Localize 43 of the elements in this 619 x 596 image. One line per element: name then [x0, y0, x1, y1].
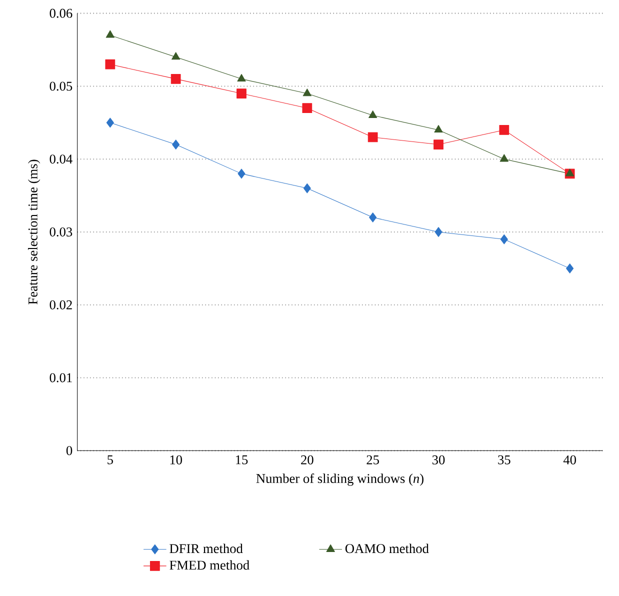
- point: [500, 154, 508, 162]
- point: [434, 227, 442, 237]
- y-tick-label: 0: [66, 446, 72, 456]
- x-axis-title: Number of sliding windows (n): [256, 474, 424, 486]
- point: [302, 103, 312, 114]
- point: [566, 168, 574, 176]
- point: [172, 52, 180, 60]
- point: [369, 212, 377, 222]
- y-axis-title: Feature selection time (ms): [28, 160, 40, 304]
- point: [566, 264, 574, 274]
- y-tick-label: 0.06: [50, 8, 72, 18]
- x-tick-label: 40: [563, 455, 576, 464]
- point: [368, 110, 378, 118]
- x-tick-label: 25: [366, 455, 379, 464]
- x-tick-label: 15: [236, 455, 248, 464]
- x-tick-label: 30: [432, 455, 445, 464]
- point: [236, 88, 246, 98]
- y-tick-label: 0.05: [50, 82, 72, 91]
- point: [368, 132, 378, 142]
- point: [238, 168, 246, 179]
- x-tick-label: 5: [108, 455, 113, 464]
- legend-label: DFIR method: [170, 544, 243, 554]
- y-tick-label: 0.04: [50, 154, 72, 164]
- y-tick-label: 0.01: [50, 373, 72, 382]
- point: [500, 234, 508, 244]
- y-tick-label: 0.02: [50, 300, 72, 310]
- legend-label: OAMO method: [345, 544, 429, 554]
- legend-label: FMED method: [170, 560, 250, 570]
- point: [303, 183, 311, 194]
- point: [434, 125, 443, 133]
- point: [106, 30, 114, 38]
- point: [106, 118, 114, 128]
- x-tick-label: 10: [170, 455, 182, 464]
- point: [170, 74, 181, 84]
- x-tick-label: 35: [498, 455, 510, 464]
- point: [434, 140, 444, 150]
- point: [302, 88, 312, 96]
- point: [172, 140, 180, 150]
- point: [499, 125, 510, 135]
- point: [105, 59, 116, 70]
- point: [237, 74, 246, 82]
- y-tick-label: 0.03: [50, 227, 72, 237]
- x-tick-label: 20: [301, 455, 314, 464]
